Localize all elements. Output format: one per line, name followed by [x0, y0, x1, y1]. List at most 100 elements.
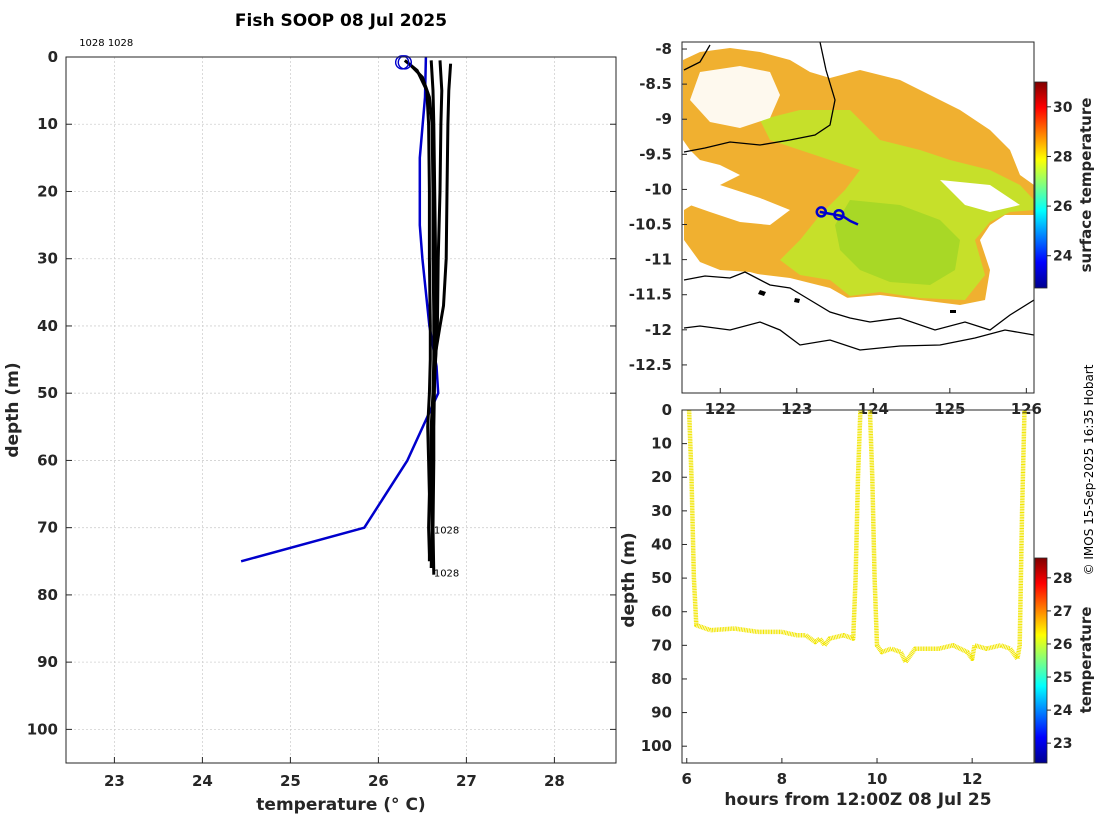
map-axes-box [681, 41, 1035, 394]
profile-y-tick-label: 50 [37, 384, 58, 402]
map-x-tick-label: 123 [781, 400, 812, 418]
profile-x-tick-label: 27 [456, 772, 477, 790]
profile-id-label: 1028 1028 [79, 38, 133, 49]
depth-time-trace [686, 409, 1027, 665]
depth-time-axes-box [681, 409, 1035, 764]
depth-time-y-tick-label: 70 [651, 636, 672, 654]
profile-x-tick-label: 24 [192, 772, 213, 790]
profile-y-tick-label: 60 [37, 451, 58, 469]
map-y-tick-label: -12 [645, 321, 672, 339]
profile-value-labels: 1028 1028 1028 1028 [79, 38, 459, 580]
depth-time-x-axis-label: hours from 12:00Z 08 Jul 25 [724, 790, 991, 810]
profile-y-tick-label: 90 [37, 653, 58, 671]
profile-x-ticks: 23 24 25 26 27 28 [104, 757, 565, 790]
temperature-depth-trace [686, 409, 863, 648]
depth-time-x-tick-label: 8 [777, 770, 787, 788]
map-panel: 122 123 124 125 126 -8-8.5-9-9.5-10-10.5-11-… [629, 40, 1095, 418]
imos-watermark: © IMOS 15-Sep-2025 16:35 Hobart [1082, 364, 1096, 575]
cool-water-core [835, 200, 960, 285]
cloud-gap-4 [940, 180, 1020, 212]
map-y-tick-label: -8 [655, 40, 672, 58]
depth-time-y-tick-label: 30 [651, 502, 672, 520]
depth-time-y-tick-label: 40 [651, 535, 672, 553]
trace-colorbar-tick-label: 27 [1053, 604, 1072, 620]
trace-colorbar-tick-label: 28 [1053, 571, 1072, 587]
map-y-tick-label: -9 [655, 110, 672, 128]
ship-track [815, 206, 859, 226]
depth-time-x-ticks: 6 8 10 12 [682, 758, 983, 788]
profile-start-marker [397, 55, 412, 70]
map-x-tick-label: 122 [705, 400, 736, 418]
trace-colorbar-tick-label: 23 [1053, 736, 1072, 752]
depth-time-y-tick-label: 100 [641, 737, 672, 755]
profile-x-tick-label: 23 [104, 772, 125, 790]
temperature-depth-trace [867, 409, 1027, 665]
chart-title: Fish SOOP 08 Jul 2025 [235, 11, 447, 31]
profile-y-tick-label: 0 [48, 48, 58, 66]
trace-colorbar-tick-label: 25 [1053, 670, 1072, 686]
depth-time-x-tick-label: 10 [867, 770, 888, 788]
map-colorbar-tick-label: 26 [1053, 199, 1072, 215]
profile-x-tick-label: 28 [544, 772, 565, 790]
ship-track-marker [833, 208, 845, 221]
depth-time-y-tick-label: 0 [662, 401, 672, 419]
ship-track-marker [815, 206, 828, 218]
profile-id-label: 1028 [434, 569, 459, 580]
trace-colorbar-tick-label: 26 [1053, 637, 1072, 653]
profile-grid [66, 56, 616, 763]
depth-time-y-tick-label: 80 [651, 670, 672, 688]
trace-colorbar [1034, 557, 1048, 764]
depth-time-x-tick-label: 12 [962, 770, 983, 788]
islands [758, 290, 956, 313]
trace-colorbar-ticks: 23 24 25 26 27 28 [1047, 571, 1073, 752]
map-y-tick-label: -11 [645, 251, 672, 269]
depth-time-y-tick-label: 20 [651, 468, 672, 486]
map-x-tick-label: 125 [934, 400, 965, 418]
map-y-tick-label: -9.5 [639, 145, 672, 163]
map-colorbar-tick-label: 24 [1053, 249, 1073, 265]
map-colorbar-label: surface temperature [1077, 98, 1095, 273]
coastline-timor [683, 271, 1034, 331]
map-x-tick-label: 124 [858, 400, 889, 418]
trace-colorbar-label: temperature [1077, 607, 1095, 714]
fish-profile-line [403, 59, 432, 562]
profile-y-tick-label: 70 [37, 519, 58, 537]
depth-time-y-axis-label: depth (m) [619, 532, 639, 627]
map-y-tick-label: -10 [645, 180, 672, 198]
sst-field [683, 42, 1034, 393]
profile-y-tick-label: 100 [27, 720, 58, 738]
depth-time-panel: 6 8 10 12 0 10 20 30 40 50 60 70 80 90 100 hours from… [619, 401, 1095, 810]
depth-time-x-tick-label: 6 [682, 770, 692, 788]
cloud-gap-2 [900, 55, 1034, 122]
profile-id-label: 1028 [434, 526, 459, 537]
profile-x-tick-label: 25 [280, 772, 301, 790]
trace-colorbar-tick-label: 24 [1053, 703, 1073, 719]
profile-y-tick-label: 20 [37, 182, 58, 200]
profile-series [240, 56, 453, 575]
map-colorbar-tick-label: 28 [1053, 149, 1072, 165]
map-colorbar [1034, 81, 1048, 289]
fish-profile-line [430, 63, 453, 528]
depth-time-y-tick-label: 10 [651, 435, 672, 453]
cloud-gap-1 [690, 66, 780, 128]
coastline-north [683, 42, 836, 153]
cloud-gap-3 [684, 185, 790, 225]
land-region [684, 272, 1034, 393]
profile-y-tick-label: 10 [37, 115, 58, 133]
profile-y-tick-label: 40 [37, 317, 58, 335]
map-colorbar-ticks: 24 26 28 30 [1047, 100, 1073, 265]
profile-y-axis-label: depth (m) [3, 362, 23, 457]
profile-x-axis-label: temperature (° C) [256, 795, 425, 815]
depth-time-y-tick-label: 50 [651, 569, 672, 587]
depth-time-y-ticks: 0 10 20 30 40 50 60 70 80 90 100 [641, 401, 687, 755]
profile-start-markers [394, 55, 412, 70]
profile-x-tick-label: 26 [368, 772, 389, 790]
profile-y-ticks: 0 10 20 30 40 50 60 70 80 90 100 [27, 48, 616, 738]
map-y-tick-label: -10.5 [629, 216, 672, 234]
depth-time-y-tick-label: 90 [651, 704, 672, 722]
map-y-ticks: -8 -8.5 -9 -9.5 -10 -10.5 -11 -11.5 -12 -12.5 [629, 40, 687, 374]
profile-y-tick-label: 80 [37, 586, 58, 604]
coastline-south [683, 321, 1034, 351]
